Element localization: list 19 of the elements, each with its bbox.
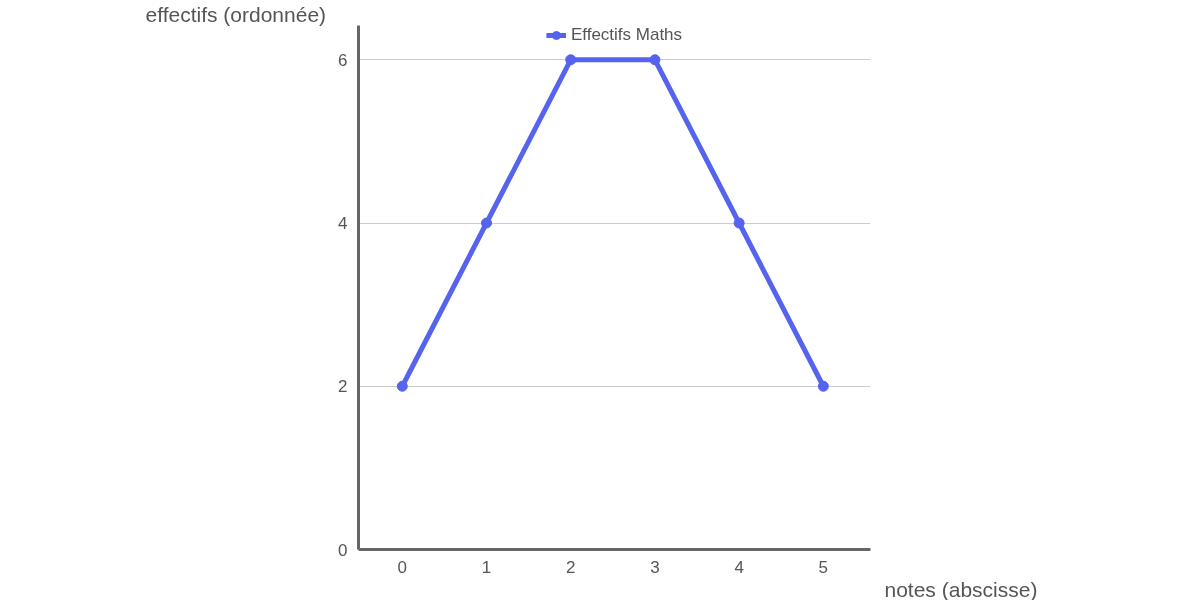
x-tick-label: 0 (397, 557, 408, 577)
x-tick-label: 1 (481, 557, 492, 577)
y-tick-label: 6 (338, 50, 348, 70)
x-axis-title: notes (abscisse) (884, 577, 1038, 600)
x-tick-label: 5 (818, 557, 829, 577)
point (733, 217, 745, 229)
y-tick-label: 0 (338, 540, 348, 560)
y-axis-title: effectifs (ordonnée) (145, 2, 327, 26)
point (481, 217, 492, 229)
point (649, 54, 661, 66)
point (565, 54, 577, 66)
y-tick-label: 4 (338, 214, 348, 234)
legend-label: Effectifs Maths (570, 25, 683, 45)
point (817, 380, 829, 392)
point (396, 380, 408, 392)
y-tick-label: 2 (338, 377, 348, 397)
x-tick-label: 4 (734, 557, 744, 577)
x-tick-label: 2 (565, 557, 576, 577)
x-tick-label: 3 (650, 557, 660, 577)
